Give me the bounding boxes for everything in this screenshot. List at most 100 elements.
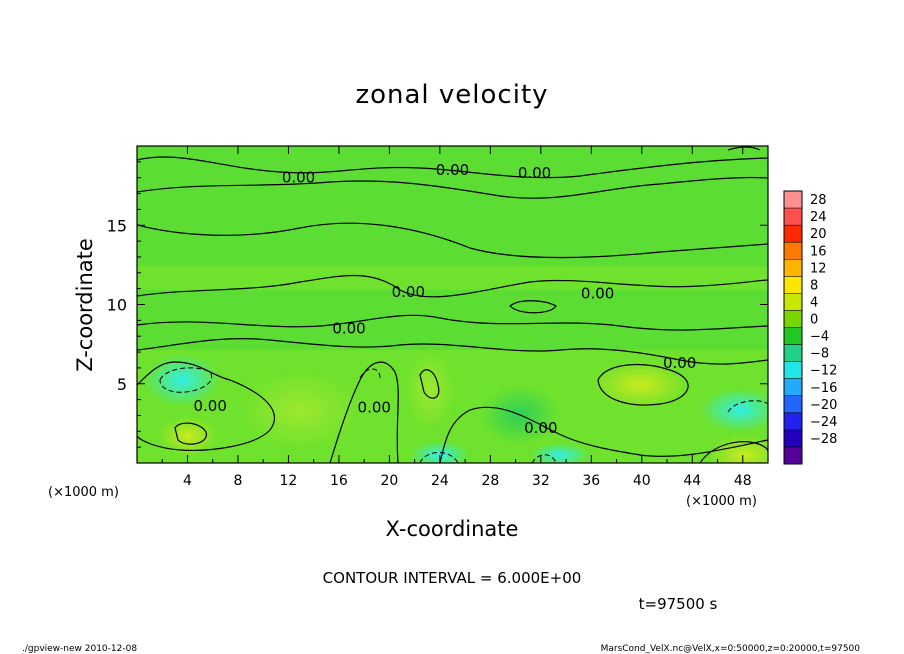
contour-line xyxy=(137,156,768,179)
y-axis: 5 10 15 xyxy=(107,161,768,448)
dashed-contour xyxy=(727,400,768,413)
x-axis: 4 8 12 16 20 24 28 32 36 40 44 48 xyxy=(161,146,752,489)
colorbar-segment xyxy=(784,293,802,311)
contour-line xyxy=(439,406,768,463)
colorbar: 28 24 20 16 12 8 4 0 −4 −8 −12 −16 −20 −24 −28 xyxy=(783,190,837,465)
y-tick-label: 15 xyxy=(107,216,127,235)
contour-labels: 0.00 0.00 0.00 0.00 0.00 0.00 0.00 0.00 … xyxy=(193,161,696,437)
yellow-blob-right xyxy=(592,361,688,409)
colorbar-segment xyxy=(784,378,802,397)
x-axis-label: X-coordinate xyxy=(386,517,519,541)
x-tick-label: 24 xyxy=(431,473,449,489)
yellow-blob-left xyxy=(158,416,218,456)
colorbar-segment xyxy=(784,191,802,209)
contour-label: 0.00 xyxy=(581,284,614,302)
footer-left: ./gpview-new 2010-12-08 xyxy=(22,644,137,654)
contour-line xyxy=(137,361,276,451)
colorbar-label: −8 xyxy=(810,347,829,362)
x-tick-label: 20 xyxy=(380,473,398,489)
contour-line xyxy=(329,361,399,463)
contour-line xyxy=(727,146,761,151)
x-tick-label: 12 xyxy=(280,473,298,489)
colorbar-segment xyxy=(784,310,802,328)
x-unit-left: (×1000 m) xyxy=(48,485,119,500)
colorbar-label: −4 xyxy=(810,330,829,345)
contour-lines xyxy=(137,146,768,463)
contour-interval-text: CONTOUR INTERVAL = 6.000E+00 xyxy=(323,569,582,587)
colorbar-label: 16 xyxy=(810,244,827,259)
colorbar-label: 28 xyxy=(810,193,827,208)
cyan-blob-bottom-2 xyxy=(530,443,590,463)
colorbar-label: 8 xyxy=(810,278,818,293)
colorbar-segment xyxy=(784,412,802,431)
dashed-contour xyxy=(159,367,213,393)
colorbar-label: −20 xyxy=(810,398,837,413)
colorbar-segment xyxy=(784,429,802,448)
plot-area xyxy=(137,146,768,463)
dashed-contour xyxy=(359,368,381,379)
x-tick-label: 8 xyxy=(233,473,242,489)
colorbar-segment xyxy=(784,208,802,226)
y-tick-label: 10 xyxy=(107,296,127,315)
cyan-blob-bottom xyxy=(410,441,470,463)
contour-line xyxy=(137,338,768,365)
colorbar-segment xyxy=(784,446,802,465)
time-text: t=97500 s xyxy=(639,595,718,613)
x-tick-label: 32 xyxy=(532,473,550,489)
colorbar-segment xyxy=(784,242,802,260)
colorbar-label: 12 xyxy=(810,261,827,276)
colorbar-label: 20 xyxy=(810,227,827,242)
x-tick-label: 40 xyxy=(633,473,651,489)
x-tick-label: 44 xyxy=(683,473,701,489)
yellow-blob-corner xyxy=(707,435,768,463)
x-tick-label: 48 xyxy=(734,473,752,489)
contour-label: 0.00 xyxy=(332,319,365,337)
x-unit-right: (×1000 m) xyxy=(686,494,757,509)
colorbar-label: −28 xyxy=(810,432,837,447)
colorbar-label: 24 xyxy=(810,210,827,225)
contour-line xyxy=(699,441,768,463)
colorbar-label: 0 xyxy=(810,313,818,328)
colorbar-label: 4 xyxy=(810,295,818,310)
colorbar-label: −24 xyxy=(810,415,837,430)
y-axis-label: Z-coordinate xyxy=(73,238,97,372)
contour-line xyxy=(137,314,768,331)
x-tick-label: 16 xyxy=(330,473,348,489)
contour-label: 0.00 xyxy=(392,283,425,301)
colorbar-segment xyxy=(784,259,802,277)
contour-label: 0.00 xyxy=(193,397,226,415)
negative-contours xyxy=(159,367,768,463)
cyan-blob-right xyxy=(700,388,768,432)
contour-label: 0.00 xyxy=(358,399,391,417)
colorbar-label: −12 xyxy=(810,364,837,379)
contour-line xyxy=(509,300,557,314)
contour-label: 0.00 xyxy=(518,164,551,182)
colorbar-segment xyxy=(784,225,802,243)
chart-title: zonal velocity xyxy=(355,80,548,110)
contour-line xyxy=(174,422,207,445)
dashed-contour xyxy=(419,452,459,463)
x-tick-label: 4 xyxy=(183,473,192,489)
contour-line xyxy=(137,222,768,259)
x-tick-label: 36 xyxy=(582,473,600,489)
contour-label: 0.00 xyxy=(282,169,315,187)
x-tick-label: 28 xyxy=(481,473,499,489)
light-blob-center xyxy=(404,350,456,430)
colorbar-segment xyxy=(784,276,802,294)
colorbar-segment xyxy=(784,361,802,380)
colorbar-segment xyxy=(784,344,802,363)
contour-label: 0.00 xyxy=(663,354,696,372)
colorbar-segment xyxy=(784,327,802,346)
contour-label: 0.00 xyxy=(524,419,557,437)
contour-line xyxy=(137,176,768,199)
dashed-contour xyxy=(531,454,557,463)
y-tick-label: 5 xyxy=(117,375,127,394)
footer-right: MarsCond_VelX.nc@VelX,x=0:50000,z=0:2000… xyxy=(601,644,861,654)
contour-label: 0.00 xyxy=(436,161,469,179)
contour-line xyxy=(419,369,440,399)
contour-line xyxy=(597,363,689,406)
colorbar-segment xyxy=(784,395,802,414)
contour-line xyxy=(137,274,768,298)
